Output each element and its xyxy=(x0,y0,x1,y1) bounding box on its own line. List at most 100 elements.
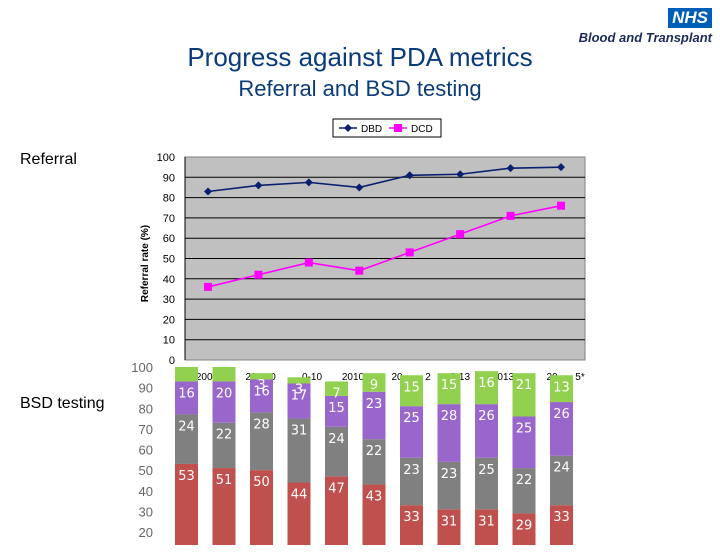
bar-segment-label: 23 xyxy=(366,397,383,412)
bar-segment-green xyxy=(400,375,423,407)
bar-segment-grey xyxy=(475,457,498,510)
bar-segment-grey xyxy=(512,468,536,514)
bar-segment-label: 20 xyxy=(216,386,233,401)
bar-segment-label: 21 xyxy=(516,378,533,393)
bar-segment-grey xyxy=(362,439,386,485)
bar-segment-green xyxy=(325,381,348,396)
legend-label: DCD xyxy=(411,124,433,135)
stack-y-tick-label: 30 xyxy=(139,504,153,519)
x-tick-label: 0 xyxy=(270,372,276,383)
data-point-dcd xyxy=(204,282,212,291)
legend-box xyxy=(332,118,442,138)
data-point-dcd xyxy=(506,211,515,220)
stack-y-tick-label: 50 xyxy=(139,463,153,478)
bar-segment-red xyxy=(250,470,273,545)
bar-segment-green xyxy=(250,373,273,380)
data-point-dcd xyxy=(456,230,465,239)
bar-segment-label: 23 xyxy=(441,467,458,482)
bar-segment-grey xyxy=(325,426,348,477)
bar-segment-label: 26 xyxy=(553,407,570,422)
bar-segment-red xyxy=(475,509,498,545)
bar-segment-label: 31 xyxy=(441,514,458,529)
data-point-dbd xyxy=(456,170,465,179)
bar-segment-label: 53 xyxy=(178,469,195,484)
bar-segment-red xyxy=(362,484,386,545)
bar-segment-red xyxy=(400,505,423,545)
bar-segment-label: 7 xyxy=(332,386,340,401)
bar-segment-label: 43 xyxy=(366,490,383,505)
bar-segment-green xyxy=(437,373,461,405)
legend-label: DBD xyxy=(361,124,382,135)
bar-segment-label: 15 xyxy=(441,378,458,393)
bar-segment-label: 23 xyxy=(403,463,420,478)
stack-y-tick-label: 70 xyxy=(139,422,153,437)
stack-y-tick-label: 90 xyxy=(139,381,153,396)
data-point-dbd xyxy=(405,171,414,180)
stack-y-tick-label: 40 xyxy=(139,484,153,499)
bar-segment-purple xyxy=(362,391,386,440)
bsd-testing-label: BSD testing xyxy=(20,395,105,412)
stack-y-tick-label: 60 xyxy=(139,443,153,458)
y-tick-label: 100 xyxy=(157,152,175,164)
bar-segment-purple xyxy=(212,381,236,423)
y-tick-label: 50 xyxy=(163,254,175,266)
bar-segment-green xyxy=(550,375,573,403)
y-tick-label: 40 xyxy=(163,274,175,286)
bar-segment-label: 22 xyxy=(216,428,233,443)
data-point-dcd xyxy=(355,266,364,275)
page-subtitle: Referral and BSD testing xyxy=(238,76,482,101)
bar-segment-label: 16 xyxy=(178,386,195,401)
legend-marker xyxy=(394,124,402,132)
bar-segment-label: 22 xyxy=(366,444,383,459)
bar-segment-label: 33 xyxy=(403,510,420,525)
series-line-dcd xyxy=(207,204,562,288)
y-tick-label: 20 xyxy=(163,314,175,326)
bar-segment-label: 25 xyxy=(403,411,420,426)
x-tick-label: 2010 xyxy=(342,372,365,383)
bar-segment-red xyxy=(437,509,461,545)
bar-segment-purple xyxy=(512,416,536,469)
bar-segment-green xyxy=(287,377,311,384)
nhsbt-logo: NHS Blood and Transplant xyxy=(560,6,716,50)
bar-segment-label: 51 xyxy=(216,473,233,488)
data-point-dbd xyxy=(204,187,212,196)
data-point-dbd xyxy=(557,163,565,172)
bar-segment-purple xyxy=(287,383,311,419)
data-point-dcd xyxy=(254,270,263,279)
bar-segment-label: 28 xyxy=(441,409,458,424)
referral-label: Referral xyxy=(20,151,77,168)
x-tick-label: 5* xyxy=(575,372,585,383)
bar-segment-label: 22 xyxy=(516,473,533,488)
bar-segment-red xyxy=(325,476,348,545)
bar-segment-label: 24 xyxy=(328,432,345,447)
page-title: Progress against PDA metrics xyxy=(187,42,533,72)
bar-segment-label: 3 xyxy=(295,382,303,397)
x-tick-label: 0-10 xyxy=(302,372,322,383)
y-tick-label: 60 xyxy=(163,233,175,245)
bar-segment-purple xyxy=(250,379,273,413)
nhs-logo-mark: NHS xyxy=(668,8,712,28)
bar-segment-label: 47 xyxy=(328,481,345,496)
bsd-stacked-bar-chart: 2030405060708090100532416512220502816344… xyxy=(131,360,573,545)
y-tick-label: 90 xyxy=(163,172,175,184)
bar-segment-label: 15 xyxy=(403,380,420,395)
bar-segment-purple xyxy=(175,381,198,415)
bar-segment-label: 15 xyxy=(328,401,345,416)
bar-segment-label: 26 xyxy=(478,409,495,424)
bar-segment-label: 25 xyxy=(478,463,495,478)
data-point-dbd xyxy=(254,181,263,190)
bar-segment-label: 50 xyxy=(253,475,270,490)
bar-segment-red xyxy=(512,513,536,545)
logo-org-name: Blood and Transplant xyxy=(578,30,712,45)
bar-segment-label: 24 xyxy=(553,461,570,476)
legend-marker xyxy=(344,124,352,132)
data-point-dcd xyxy=(304,258,313,267)
data-point-dbd xyxy=(506,164,515,173)
data-point-dcd xyxy=(405,248,414,257)
stack-y-tick-label: 80 xyxy=(139,401,153,416)
y-tick-label: 0 xyxy=(169,355,175,367)
bar-segment-red xyxy=(287,482,311,545)
bar-segment-red xyxy=(175,463,198,545)
chart-legend: DBD DCD xyxy=(332,118,442,138)
